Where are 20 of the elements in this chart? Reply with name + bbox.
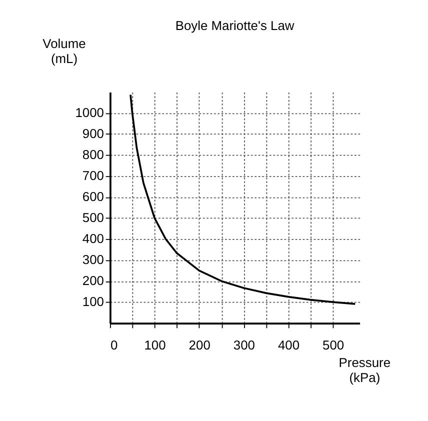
y-tick-label: 600 <box>82 189 104 204</box>
x-tick-label: 0 <box>110 337 118 352</box>
y-tick-label: 900 <box>82 126 104 142</box>
y-tick-label: 800 <box>82 147 104 162</box>
y-tick-label: 200 <box>82 273 104 288</box>
y-tick-label: 700 <box>82 168 104 184</box>
y-axis-title: Volume (mL) <box>42 36 86 66</box>
chart-title: Boyle Mariotte's Law <box>175 18 295 34</box>
x-axis-title: Pressure (kPa) <box>338 355 391 385</box>
y-tick-label: 300 <box>82 252 104 268</box>
y-tick-label: 100 <box>82 294 104 310</box>
y-tick-label: 1000 <box>75 105 104 120</box>
x-tick-label: 300 <box>233 337 255 352</box>
y-tick-label: 400 <box>82 231 104 246</box>
x-tick-label: 400 <box>278 337 300 352</box>
y-tick-label: 500 <box>82 210 104 226</box>
x-tick-label: 500 <box>322 337 344 352</box>
line-series <box>130 94 356 305</box>
x-tick-label: 200 <box>188 337 210 352</box>
x-tick-label: 100 <box>144 337 166 352</box>
